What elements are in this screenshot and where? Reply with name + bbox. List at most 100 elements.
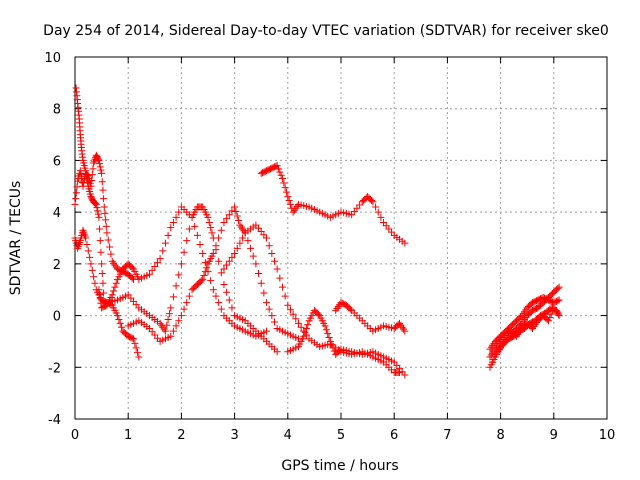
y-tick-label: 2 [53, 258, 61, 273]
data-point [103, 223, 110, 230]
x-tick-label: 8 [496, 428, 504, 443]
data-point [276, 275, 283, 282]
data-point [247, 245, 254, 252]
data-point [280, 180, 287, 187]
data-point [208, 229, 215, 236]
x-tick-label: 3 [230, 428, 238, 443]
data-point [72, 201, 79, 208]
data-point [173, 282, 180, 289]
data-point [102, 216, 109, 223]
y-axis-label: SDTVAR / TECUs [8, 181, 24, 296]
x-tick-label: 5 [337, 428, 345, 443]
data-point [89, 171, 96, 178]
y-tick-label: 4 [53, 206, 61, 221]
data-point [135, 353, 142, 360]
data-point [328, 341, 335, 348]
data-point [165, 316, 172, 323]
data-point [183, 237, 190, 244]
data-point [223, 289, 230, 296]
data-point [170, 293, 177, 300]
y-tick-label: 0 [53, 310, 61, 325]
data-point [232, 208, 239, 215]
sdtvar-scatter-chart: Day 254 of 2014, Sidereal Day-to-day VTE… [0, 0, 640, 480]
x-tick-label: 6 [390, 428, 398, 443]
data-point [266, 242, 273, 249]
data-point [99, 178, 106, 185]
data-point [263, 299, 270, 306]
y-tick-label: 10 [44, 51, 61, 66]
x-tick-label: 0 [71, 428, 79, 443]
data-point [218, 227, 225, 234]
data-point [97, 163, 104, 170]
data-point [89, 267, 96, 274]
data-point [159, 247, 166, 254]
data-point [212, 242, 219, 249]
data-point [181, 306, 188, 313]
data-point [165, 232, 172, 239]
data-point [73, 189, 80, 196]
data-point [107, 251, 114, 258]
data-point [206, 219, 213, 226]
data-point [99, 270, 106, 277]
data-point [220, 281, 227, 288]
x-tick-label: 4 [284, 428, 292, 443]
data-point [194, 232, 201, 239]
data-point [215, 299, 222, 306]
x-tick-label: 1 [124, 428, 132, 443]
data-point [183, 299, 190, 306]
x-tick-label: 2 [177, 428, 185, 443]
data-point [178, 260, 185, 267]
data-point [100, 289, 107, 296]
data-point [283, 189, 290, 196]
data-point [106, 244, 113, 251]
data-point [286, 197, 293, 204]
data-point [115, 316, 122, 323]
data-point [94, 207, 101, 214]
data-point [279, 175, 286, 182]
data-point [274, 266, 281, 273]
data-point [287, 201, 294, 208]
data-point [89, 165, 96, 172]
x-axis-label: GPS time / hours [281, 458, 398, 474]
data-point [235, 217, 242, 224]
data-point [87, 260, 94, 267]
data-point [100, 195, 107, 202]
data-point [98, 170, 105, 177]
data-point [91, 280, 98, 287]
y-tick-label: -2 [48, 361, 61, 376]
data-point [99, 187, 106, 194]
data-point [117, 320, 124, 327]
data-point [133, 344, 140, 351]
data-point [134, 349, 141, 356]
data-point [304, 321, 311, 328]
data-point [258, 280, 265, 287]
data-point [90, 273, 97, 280]
data-point [105, 236, 112, 243]
data-point [99, 280, 106, 287]
data-point [324, 330, 331, 337]
data-point [83, 241, 90, 248]
data-point [268, 250, 275, 257]
data-point [260, 289, 267, 296]
data-point [210, 286, 217, 293]
data-point [199, 250, 206, 257]
data-point [110, 288, 117, 295]
data-point [226, 297, 233, 304]
data-point [326, 334, 333, 341]
data-point [279, 284, 286, 291]
y-tick-label: 6 [53, 154, 61, 169]
series-trace-8 [258, 162, 409, 247]
data-point [113, 280, 120, 287]
data-point [86, 254, 93, 261]
data-point [166, 310, 173, 317]
data-point [271, 319, 278, 326]
data-point [97, 237, 104, 244]
data-point [85, 247, 92, 254]
data-point [284, 193, 291, 200]
data-point [197, 241, 204, 248]
data-point [103, 229, 110, 236]
data-point [95, 211, 102, 218]
data-point [215, 235, 222, 242]
data-point [97, 249, 104, 256]
data-point [255, 270, 262, 277]
